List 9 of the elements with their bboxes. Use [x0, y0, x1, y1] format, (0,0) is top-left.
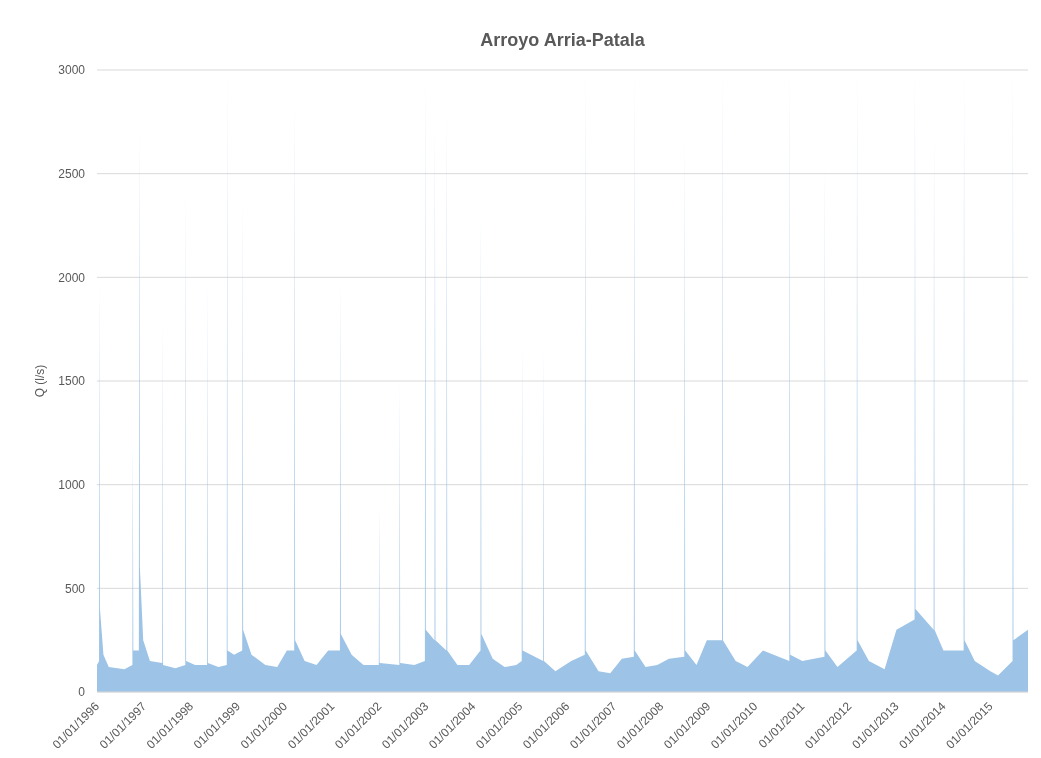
y-axis-title: Q (l/s) — [33, 364, 47, 398]
y-tick-label: 2500 — [58, 166, 86, 181]
y-tick-label: 2000 — [58, 270, 86, 285]
y-tick-label: 3000 — [58, 63, 86, 78]
y-tick-label: 1000 — [58, 477, 86, 492]
y-tick-label: 1500 — [58, 374, 86, 389]
chart-title: Arroyo Arria-Patala — [480, 30, 646, 50]
y-tick-label: 500 — [64, 581, 86, 596]
y-tick-label: 0 — [78, 685, 86, 700]
